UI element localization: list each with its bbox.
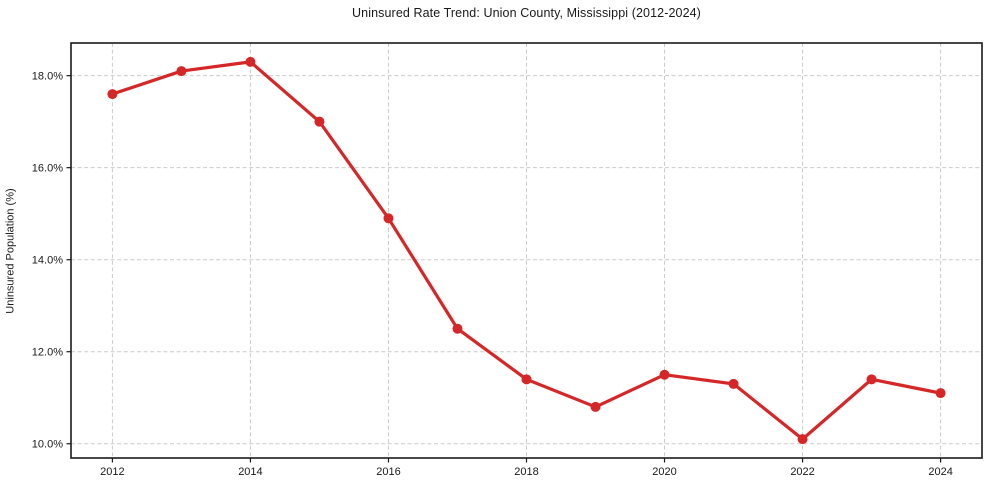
data-point-2023 [866,374,877,385]
axis-tick-marks [66,75,942,463]
x-tick-label: 2024 [928,466,952,478]
gridlines [71,43,982,458]
data-point-2016 [383,213,394,224]
x-tick-label: 2016 [376,466,400,478]
chart-title: Uninsured Rate Trend: Union County, Miss… [352,6,701,20]
data-point-markers [107,56,946,445]
x-tick-label: 2018 [514,466,538,478]
data-point-2018 [521,374,532,385]
x-tick-label: 2012 [100,466,124,478]
y-axis-label: Uninsured Population (%) [4,188,17,314]
y-tick-labels: 10.0% 12.0% 14.0% 16.0% 18.0% [32,71,63,451]
x-tick-label: 2022 [790,466,814,478]
data-point-2022 [797,434,808,445]
data-point-2020 [659,369,670,380]
y-tick-label: 12.0% [32,347,63,359]
y-tick-label: 16.0% [32,163,63,175]
y-tick-label: 10.0% [32,439,63,451]
data-point-2014 [245,56,256,67]
data-point-2013 [176,66,187,77]
data-point-2019 [590,401,601,412]
x-tick-label: 2020 [652,466,676,478]
data-point-2015 [314,116,325,127]
x-tick-label: 2014 [238,466,262,478]
y-tick-label: 18.0% [32,71,63,83]
x-tick-labels: 2012 2014 2016 2018 2020 2022 2024 [100,466,953,478]
data-point-2021 [728,378,739,389]
data-point-2012 [107,89,118,100]
data-point-2024 [935,388,946,399]
data-point-2017 [452,323,463,334]
y-tick-label: 14.0% [32,255,63,267]
